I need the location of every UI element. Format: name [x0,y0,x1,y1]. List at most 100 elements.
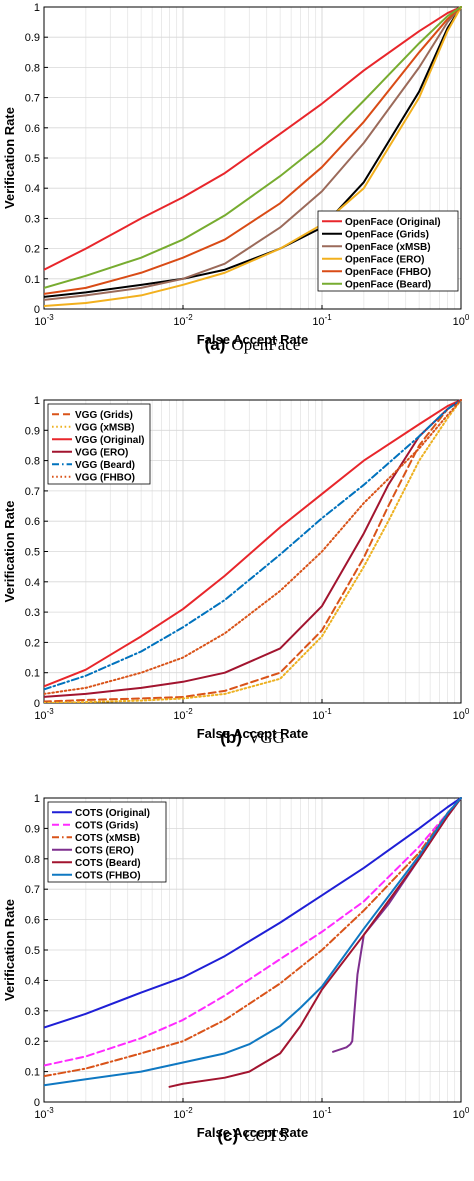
legend-entry-1: VGG (xMSB) [75,422,134,433]
chart-panel-cots: 0 0.1 0.2 0.3 0.4 0.5 0.6 0.7 0.8 0.9 1 10-3 10-2 10-… [2,793,470,1145]
x-tick-label: 10-3 [34,1106,54,1121]
y-tick-label: 0.6 [25,516,40,528]
y-tick-label: 0.1 [25,1067,40,1079]
legend-box [47,801,167,883]
y-tick-label: 0.2 [25,1036,40,1048]
y-tick-label: 0.8 [25,854,40,866]
series-line-0 [44,399,462,703]
legend: OpenFace (Original)OpenFace (Grids) OpenF… [317,210,459,292]
series-line-2 [44,797,462,1078]
caption-letter: (b) [220,728,242,747]
legend-entry-4: COTS (Beard) [75,858,141,869]
y-tick-label: 0 [34,1097,40,1109]
legend-entry-3: COTS (ERO) [75,845,134,856]
y-tick-label: 1 [34,793,40,805]
series-line-0 [44,6,462,271]
y-axis-label: Verification Rate [2,899,17,1001]
legend-entry-4: VGG (Beard) [75,460,135,471]
y-tick-label: 1 [34,2,40,14]
x-axis-label: False Accept Rate [197,726,309,741]
series-line-3 [332,797,462,1053]
y-tick-label: 0.8 [25,456,40,468]
series-line-2 [44,399,462,688]
x-tick-label: 100 [453,1106,470,1121]
y-tick-label: 0.6 [25,123,40,135]
y-tick-label: 0.4 [25,577,40,589]
y-tick-label: 0.5 [25,153,40,165]
x-axis-label: False Accept Rate [197,332,309,347]
legend: COTS (Original)COTS (Grids)COTS (xMSB)CO… [47,801,167,883]
y-tick-label: 0.2 [25,244,40,256]
legend-box [47,403,151,485]
series-line-5 [44,6,462,289]
legend: VGG (Grids)VGG (xMSB)VGG (Original)VGG (… [47,403,151,485]
x-tick-label: 100 [453,707,470,722]
panel-caption: (a) OpenFace [205,335,301,354]
x-tick-label: 10-2 [173,707,193,722]
caption-letter: (a) [205,335,226,354]
legend-entry-3: VGG (ERO) [75,447,128,458]
series-group [44,797,462,1088]
y-tick-label: 0.9 [25,823,40,835]
y-tick-label: 0.3 [25,607,40,619]
y-tick-label: 0.7 [25,486,40,498]
y-tick-label: 0 [34,304,40,316]
x-tick-label: 10-3 [34,707,54,722]
y-tick-label: 0.8 [25,62,40,74]
series-line-4 [44,399,462,691]
x-tick-label: 10-3 [34,313,54,328]
y-tick-label: 0.3 [25,213,40,225]
legend-entry-5: COTS (FHBO) [75,870,141,881]
series-line-5 [44,399,462,695]
series-line-3 [44,6,462,307]
y-tick-label: 0.5 [25,945,40,957]
y-tick-label: 0.4 [25,183,40,195]
caption-letter: (c) [217,1126,238,1145]
legend-entry-2: COTS (xMSB) [75,833,140,844]
series-line-2 [44,6,462,301]
series-line-1 [44,399,462,703]
x-tick-label: 100 [453,313,470,328]
legend-entry-0: OpenFace (Original) [345,217,441,228]
y-tick-label: 1 [34,395,40,407]
x-tick-label: 10-1 [312,313,332,328]
y-tick-label: 0.5 [25,547,40,559]
legend-box [317,210,459,292]
y-tick-label: 0.1 [25,668,40,680]
series-line-4 [168,797,462,1088]
legend-entry-1: OpenFace (Grids) [345,229,429,240]
legend-entry-3: OpenFace (ERO) [345,254,424,265]
series-group [44,6,462,307]
y-tick-label: 0.9 [25,425,40,437]
legend-entry-2: OpenFace (xMSB) [345,242,431,253]
y-tick-label: 0.7 [25,93,40,105]
y-tick-label: 0.7 [25,884,40,896]
caption-text: VGG [248,728,285,747]
legend-entry-0: VGG (Grids) [75,410,133,421]
series-line-4 [44,6,462,295]
y-axis-label: Verification Rate [2,107,17,209]
legend-entry-1: COTS (Grids) [75,820,138,831]
y-tick-label: 0.9 [25,32,40,44]
x-tick-label: 10-1 [312,707,332,722]
y-tick-label: 0.1 [25,274,40,286]
chart-panel-vgg: 0 0.1 0.2 0.3 0.4 0.5 0.6 0.7 0.8 0.9 1 10-3 10-2 10-… [2,395,470,747]
y-axis-label: Verification Rate [2,501,17,603]
y-tick-label: 0.6 [25,915,40,927]
series-line-1 [44,797,462,1067]
x-tick-label: 10-2 [173,313,193,328]
x-tick-label: 10-1 [312,1106,332,1121]
legend-entry-4: OpenFace (FHBO) [345,267,431,278]
chart-panel-openface: 0 0.1 0.2 0.3 0.4 0.5 0.6 0.7 0.8 0.9 1 10-3 10-2 10-… [2,2,470,354]
legend-entry-0: COTS (Original) [75,808,150,819]
legend-entry-2: VGG (Original) [75,435,144,446]
legend-entry-5: OpenFace (Beard) [345,279,431,290]
y-tick-label: 0 [34,698,40,710]
y-tick-label: 0.2 [25,637,40,649]
caption-text: OpenFace [231,335,300,354]
series-line-0 [44,797,462,1029]
x-tick-label: 10-2 [173,1106,193,1121]
series-group [44,399,462,703]
series-line-5 [44,797,462,1087]
